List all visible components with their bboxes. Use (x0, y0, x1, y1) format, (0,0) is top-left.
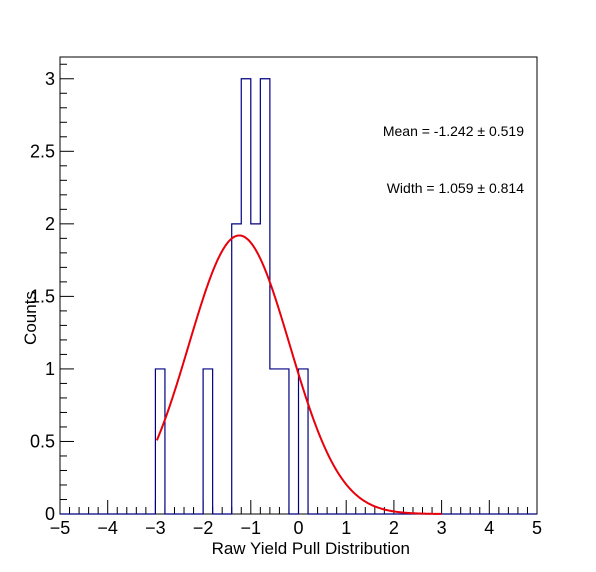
histogram-bin (279, 369, 289, 514)
x-tick-label: 2 (389, 518, 399, 538)
x-axis-title: Raw Yield Pull Distribution (212, 539, 410, 558)
y-tick-label: 2 (45, 214, 55, 234)
x-tick-label: 1 (341, 518, 351, 538)
histogram-bin (260, 79, 270, 514)
annotation-width: Width = 1.059 ± 0.814 (387, 180, 524, 196)
y-axis-title: Counts (21, 291, 40, 345)
x-tick-label: −3 (145, 518, 166, 538)
y-tick-label: 0.5 (30, 431, 55, 451)
x-tick-label: 3 (437, 518, 447, 538)
x-axis-tick-labels: −5 −4 −3 −2 −1 0 1 2 3 4 5 (50, 518, 542, 538)
histogram-bin (251, 224, 261, 514)
y-axis-ticks (60, 63, 74, 515)
annotation-mean: Mean = -1.242 ± 0.519 (383, 123, 524, 139)
y-tick-label: 0 (45, 504, 55, 524)
y-tick-label: 1 (45, 359, 55, 379)
y-tick-label: 1.5 (30, 286, 55, 306)
x-tick-label: −4 (97, 518, 118, 538)
x-tick-label: −2 (193, 518, 214, 538)
x-tick-label: −1 (241, 518, 262, 538)
y-axis-tick-labels: 0 0.5 1 1.5 2 2.5 3 (30, 69, 55, 524)
y-tick-label: 3 (45, 69, 55, 89)
histogram-bin (203, 369, 213, 514)
histogram-bin (155, 369, 165, 514)
histogram-bin (270, 369, 280, 514)
x-tick-label: 0 (293, 518, 303, 538)
histogram-bin (241, 79, 251, 514)
x-tick-label: 4 (484, 518, 494, 538)
x-tick-label: 5 (532, 518, 542, 538)
y-tick-label: 2.5 (30, 141, 55, 161)
histogram-outline (60, 78, 537, 515)
histogram-bin (232, 224, 242, 514)
x-tick-label: −5 (50, 518, 71, 538)
gaussian-fit-curve (155, 234, 442, 515)
